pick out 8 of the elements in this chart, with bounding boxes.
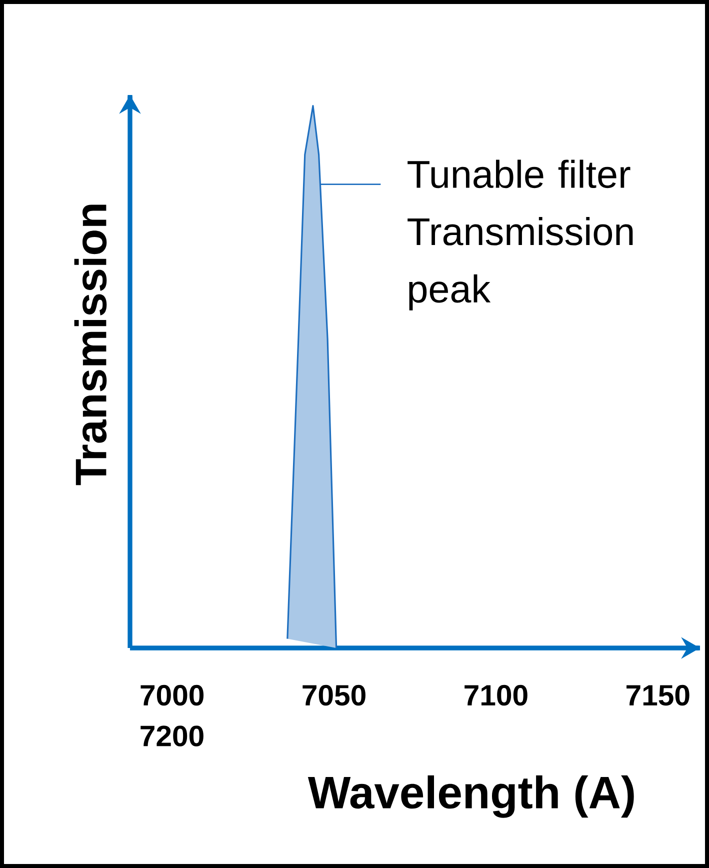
y-axis-title: Transmission bbox=[74, 204, 107, 486]
text: 7200 bbox=[140, 726, 204, 746]
x-tick-label: 7050 bbox=[302, 684, 366, 706]
x-tick-label: 7100 bbox=[464, 684, 528, 706]
annotation: Tunable filter Transmission peak bbox=[408, 160, 633, 310]
x-tick-label: 7000 bbox=[140, 684, 204, 706]
x-tick-label: 7150 bbox=[626, 684, 690, 706]
x-axis-title: Wavelength (A) bbox=[308, 775, 634, 818]
